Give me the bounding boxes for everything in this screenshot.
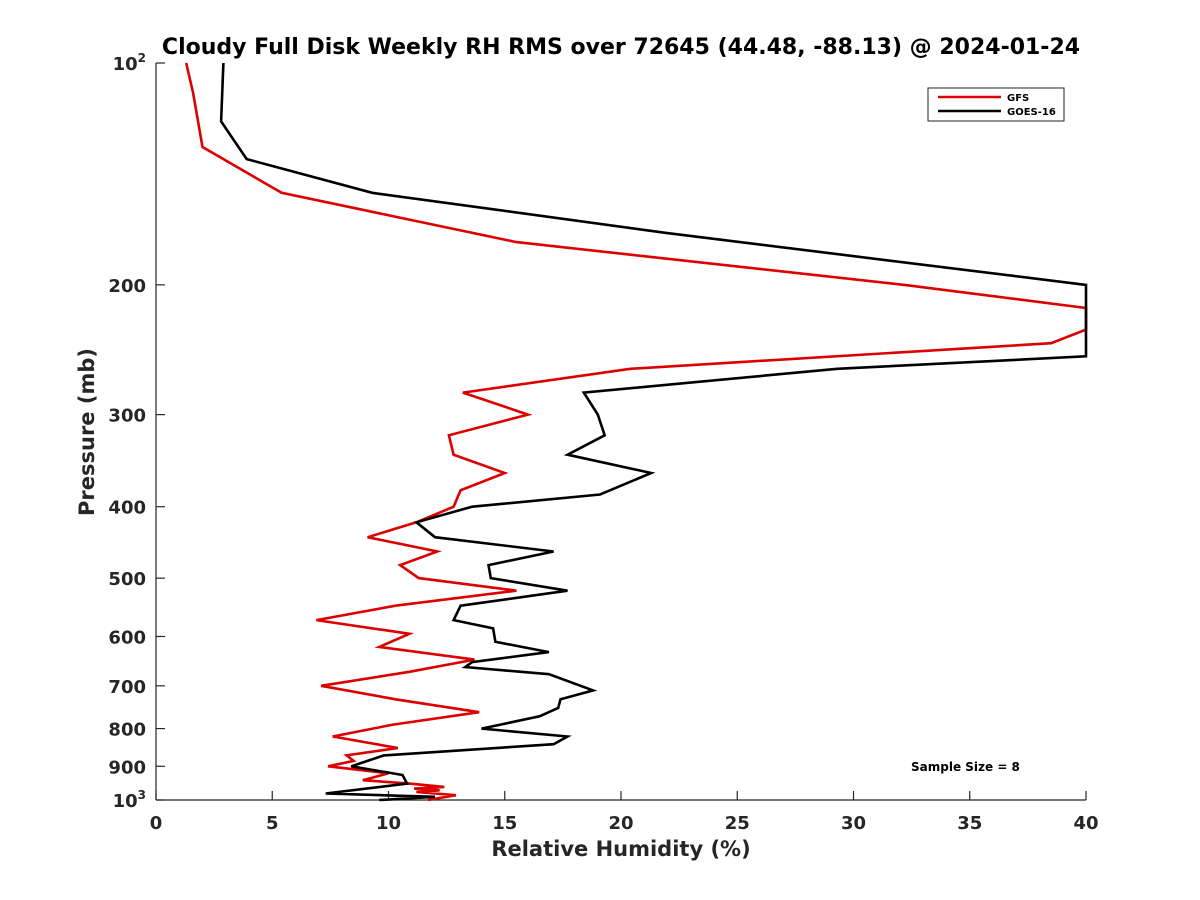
- x-tick-label-35: 35: [957, 813, 982, 834]
- legend-label-gfs: GFS: [1007, 93, 1029, 104]
- y-tick-label-700: 700: [108, 677, 146, 698]
- y-axis-label: Pressure (mb): [75, 348, 99, 516]
- x-axis-label: Relative Humidity (%): [491, 837, 750, 861]
- y-tick-label-200: 200: [108, 276, 146, 297]
- x-tick-label-25: 25: [725, 813, 750, 834]
- series-line-goes-16: [219, 62, 1088, 802]
- x-tick-label-20: 20: [608, 813, 633, 834]
- y-tick-label-300: 300: [108, 406, 146, 427]
- y-tick-label-400: 400: [108, 498, 146, 519]
- legend-box: [927, 87, 1065, 122]
- y-tick-label-800: 800: [108, 720, 146, 741]
- x-tick-label-40: 40: [1073, 813, 1098, 834]
- x-tick-label-15: 15: [492, 813, 517, 834]
- y-axis-ticks: 102 200 300 400 500 600 700 800 900 103: [108, 51, 165, 812]
- chart-title: Cloudy Full Disk Weekly RH RMS over 7264…: [162, 35, 1080, 60]
- y-tick-label-1000: 103: [113, 788, 146, 812]
- x-axis-ticks: 0 5 10 15 20 25 30 35 40: [150, 791, 1099, 834]
- y-tick-label-100: 102: [113, 51, 146, 75]
- sample-size-annotation: Sample Size = 8: [911, 760, 1020, 774]
- x-tick-label-30: 30: [841, 813, 866, 834]
- y-tick-label-600: 600: [108, 627, 146, 648]
- x-tick-label-5: 5: [266, 813, 279, 834]
- series-layer: [184, 62, 1088, 802]
- series-line-gfs: [184, 62, 1088, 802]
- y-tick-label-500: 500: [108, 569, 146, 590]
- x-tick-label-0: 0: [150, 813, 163, 834]
- y-tick-label-900: 900: [108, 757, 146, 778]
- legend: GFS GOES-16: [927, 87, 1065, 122]
- x-tick-label-10: 10: [376, 813, 401, 834]
- legend-label-goes-16: GOES-16: [1007, 107, 1056, 118]
